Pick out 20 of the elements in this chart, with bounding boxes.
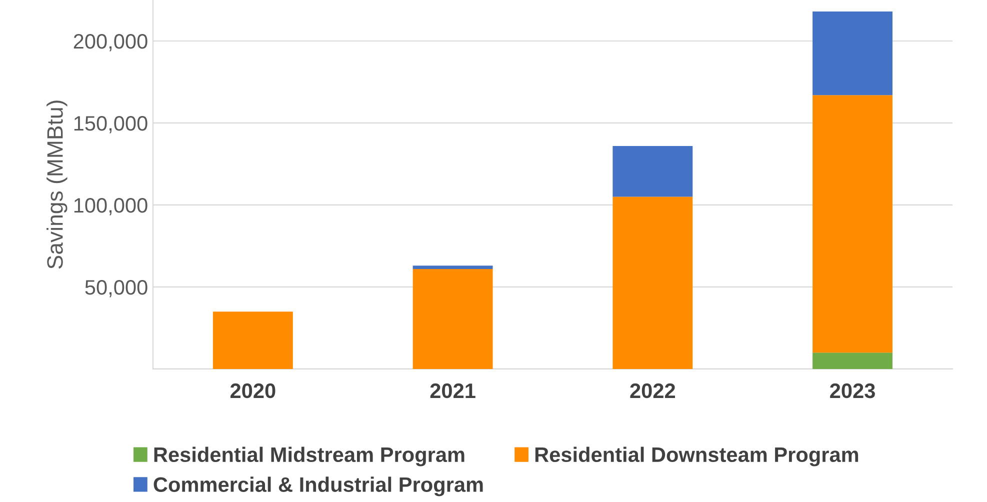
bar [212,312,293,369]
x-tick-label: 2020 [230,383,276,398]
bar [412,266,493,269]
bar [812,352,892,369]
bar [812,11,892,96]
x-tick-label: 2023 [830,383,875,398]
y-tick-label: 150,000 [74,116,148,134]
legend-label: Residential Midstream Program [154,446,464,466]
bar [812,95,892,353]
y-tick-label: 200,000 [74,34,148,52]
x-tick-label: 2021 [430,383,476,398]
bar [612,146,693,197]
y-axis-title: Savings (MMBtu) [46,100,68,269]
y-tick-label: 50,000 [85,280,148,298]
x-tick-label: 2022 [630,383,675,398]
bar [412,268,493,369]
bar [612,196,693,369]
legend-label: Commercial & Industrial Program [154,476,483,496]
legend-label: Residential Downsteam Program [535,446,858,466]
y-tick-label: 100,000 [74,198,148,216]
